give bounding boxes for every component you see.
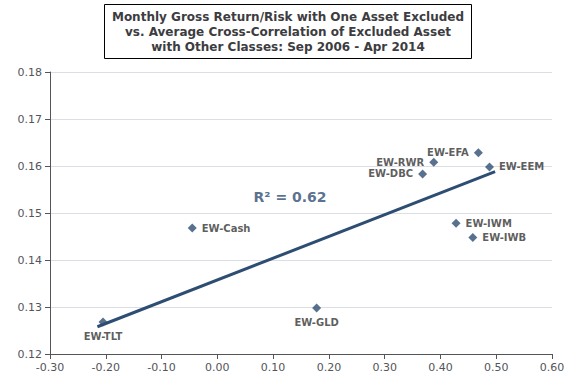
- svg-text:-0.30: -0.30: [36, 361, 64, 374]
- svg-text:0.18: 0.18: [18, 66, 43, 79]
- svg-text:EW-EFA: EW-EFA: [427, 147, 469, 158]
- svg-text:0.14: 0.14: [18, 254, 43, 267]
- svg-text:0.17: 0.17: [18, 113, 43, 126]
- svg-text:vs. Average Cross-Correlation: vs. Average Cross-Correlation of Exclude…: [125, 25, 451, 39]
- svg-text:R² = 0.62: R² = 0.62: [254, 189, 327, 205]
- svg-text:0.10: 0.10: [261, 361, 286, 374]
- svg-text:0.15: 0.15: [18, 207, 43, 220]
- svg-text:0.40: 0.40: [428, 361, 453, 374]
- svg-text:0.12: 0.12: [18, 348, 43, 361]
- svg-text:EW-IWB: EW-IWB: [482, 232, 526, 243]
- svg-text:0.13: 0.13: [18, 301, 43, 314]
- svg-text:0.16: 0.16: [18, 160, 43, 173]
- svg-text:EW-GLD: EW-GLD: [294, 317, 338, 328]
- svg-text:EW-IWM: EW-IWM: [466, 218, 512, 229]
- svg-text:0.20: 0.20: [317, 361, 342, 374]
- svg-text:0.60: 0.60: [540, 361, 565, 374]
- svg-text:EW-DBC: EW-DBC: [368, 168, 413, 179]
- svg-text:0.00: 0.00: [205, 361, 230, 374]
- svg-text:0.50: 0.50: [484, 361, 509, 374]
- svg-text:0.30: 0.30: [372, 361, 397, 374]
- svg-text:EW-TLT: EW-TLT: [84, 331, 123, 342]
- svg-text:-0.20: -0.20: [92, 361, 120, 374]
- svg-text:EW-Cash: EW-Cash: [202, 223, 251, 234]
- svg-text:-0.10: -0.10: [147, 361, 175, 374]
- svg-text:EW-EEM: EW-EEM: [499, 161, 544, 172]
- svg-text:with Other Classes: Sep 2006 -: with Other Classes: Sep 2006 - Apr 2014: [151, 40, 425, 54]
- svg-text:Monthly Gross Return/Risk with: Monthly Gross Return/Risk with One Asset…: [112, 10, 464, 24]
- svg-text:EW-RWR: EW-RWR: [376, 157, 424, 168]
